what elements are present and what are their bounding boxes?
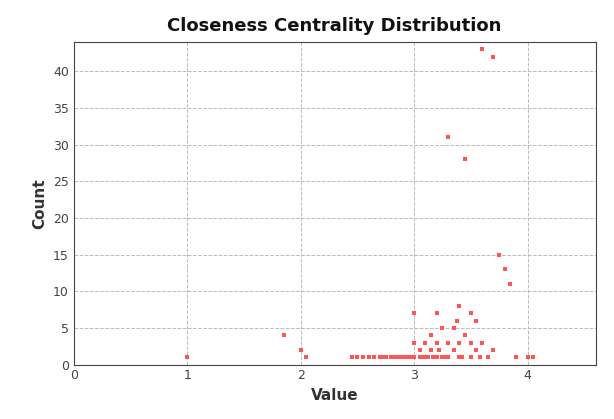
Point (370, 354, 379, 360)
Point (409, 310, 419, 317)
Point (398, 354, 408, 360)
Point (454, 303, 464, 309)
Point (477, 339, 487, 346)
Point (279, 332, 289, 339)
Point (415, 354, 425, 360)
Point (378, 354, 387, 360)
Point (400, 354, 410, 360)
Point (408, 354, 418, 360)
Point (409, 354, 419, 360)
Point (511, 354, 521, 360)
Y-axis label: Count: Count (33, 178, 47, 228)
Point (438, 354, 448, 360)
Point (443, 134, 453, 141)
Point (443, 339, 453, 346)
Point (443, 354, 453, 360)
Point (449, 324, 459, 331)
Point (403, 354, 413, 360)
Point (358, 354, 368, 360)
Point (430, 354, 440, 360)
Point (401, 354, 411, 360)
Point (494, 251, 504, 258)
Point (389, 354, 398, 360)
Point (457, 354, 467, 360)
Point (460, 332, 470, 339)
Point (347, 354, 357, 360)
Point (409, 339, 419, 346)
Point (505, 281, 515, 287)
Point (449, 347, 459, 353)
Point (352, 354, 362, 360)
Point (296, 347, 306, 353)
Point (426, 332, 436, 339)
Point (453, 317, 462, 324)
Point (182, 354, 192, 360)
Point (429, 354, 438, 360)
Point (466, 310, 476, 317)
Point (441, 354, 451, 360)
Point (432, 354, 441, 360)
Point (454, 354, 464, 360)
Point (395, 354, 405, 360)
Point (381, 354, 391, 360)
Point (500, 266, 510, 273)
Point (421, 354, 430, 360)
Point (363, 354, 373, 360)
Point (418, 354, 428, 360)
X-axis label: Value: Value (311, 388, 359, 403)
Point (472, 347, 481, 353)
Point (438, 324, 448, 331)
Point (426, 347, 436, 353)
Point (454, 339, 464, 346)
Point (477, 46, 487, 52)
Point (466, 354, 476, 360)
Point (415, 347, 425, 353)
Point (423, 354, 433, 360)
Point (407, 354, 417, 360)
Point (523, 354, 532, 360)
Point (375, 354, 385, 360)
Point (392, 354, 402, 360)
Point (472, 317, 481, 324)
Point (301, 354, 311, 360)
Point (528, 354, 538, 360)
Point (421, 339, 430, 346)
Point (406, 354, 416, 360)
Point (434, 347, 444, 353)
Point (386, 354, 396, 360)
Point (466, 339, 476, 346)
Point (483, 354, 492, 360)
Point (394, 354, 404, 360)
Point (432, 310, 441, 317)
Point (475, 354, 485, 360)
Point (460, 156, 470, 163)
Point (489, 347, 499, 353)
Point (489, 53, 499, 60)
Point (432, 339, 441, 346)
Title: Closeness Centrality Distribution: Closeness Centrality Distribution (168, 17, 502, 35)
